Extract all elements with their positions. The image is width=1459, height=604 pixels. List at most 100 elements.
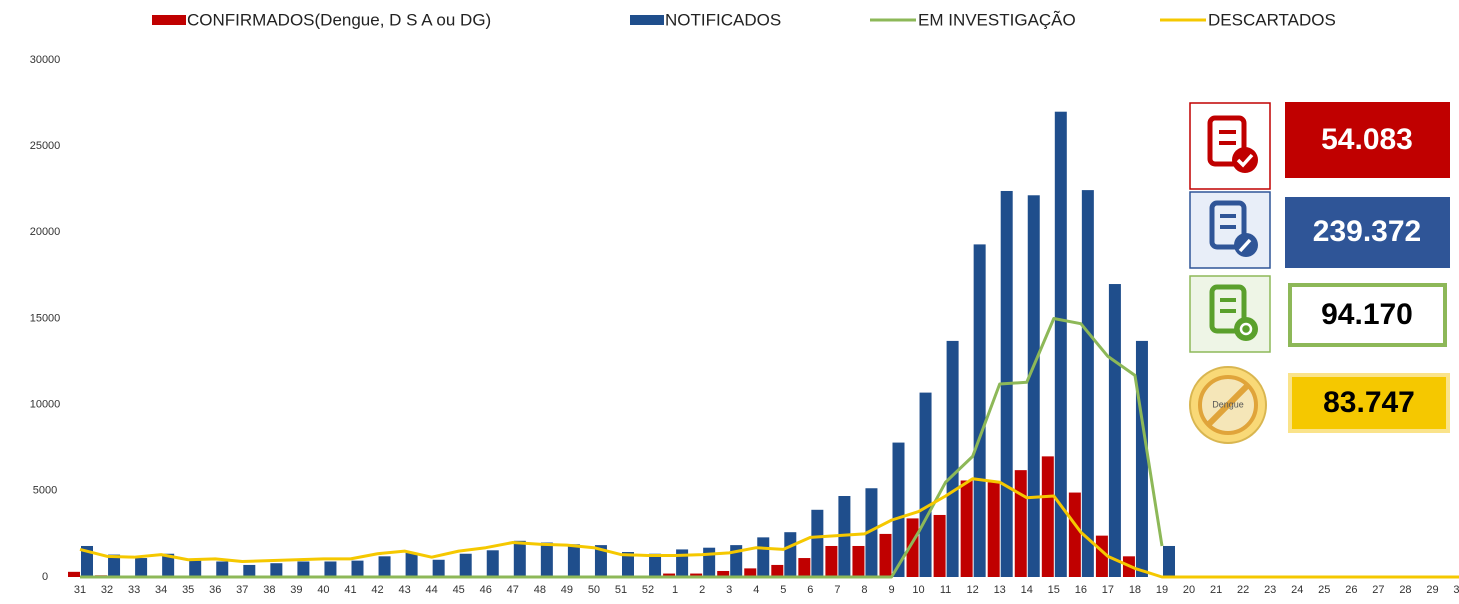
value-box bbox=[1288, 283, 1447, 347]
y-tick-label: 0 bbox=[42, 571, 48, 583]
bar bbox=[270, 563, 283, 577]
bar bbox=[1054, 111, 1067, 577]
legend-label: NOTIFICADOS bbox=[665, 10, 781, 29]
x-tick-label: 9 bbox=[888, 584, 894, 596]
x-tick-label: 52 bbox=[642, 584, 654, 596]
bar bbox=[717, 570, 730, 577]
x-tick-label: 46 bbox=[480, 584, 492, 596]
bar bbox=[594, 545, 607, 577]
x-tick-label: 25 bbox=[1318, 584, 1330, 596]
x-tick-label: 24 bbox=[1291, 584, 1303, 596]
x-tick-label: 49 bbox=[561, 584, 573, 596]
x-tick-label: 36 bbox=[209, 584, 221, 596]
x-tick-label: 8 bbox=[861, 584, 867, 596]
bar bbox=[1027, 195, 1040, 577]
x-tick-label: 22 bbox=[1237, 584, 1249, 596]
bar bbox=[1081, 190, 1094, 577]
bar bbox=[798, 558, 811, 577]
bar bbox=[703, 547, 716, 577]
icon bbox=[1209, 284, 1258, 341]
y-tick-label: 10000 bbox=[30, 399, 61, 411]
x-tick-label: 11 bbox=[940, 584, 951, 596]
bar bbox=[744, 568, 757, 577]
bar bbox=[892, 442, 905, 577]
y-tick-label: 20000 bbox=[30, 226, 61, 238]
value-box bbox=[1285, 102, 1450, 178]
card-value: 239.372 bbox=[1313, 215, 1421, 248]
legend-label: DESCARTADOS bbox=[1208, 10, 1336, 29]
x-tick-label: 14 bbox=[1021, 584, 1033, 596]
y-tick-label: 25000 bbox=[30, 140, 61, 152]
x-tick-label: 41 bbox=[344, 584, 356, 596]
x-tick-label: 42 bbox=[371, 584, 383, 596]
bar bbox=[1014, 470, 1027, 577]
x-tick-label: 48 bbox=[534, 584, 546, 596]
x-tick-label: 30 bbox=[1453, 584, 1459, 596]
x-tick-label: 20 bbox=[1183, 584, 1195, 596]
bar bbox=[189, 560, 202, 577]
x-tick-label: 28 bbox=[1399, 584, 1411, 596]
bar bbox=[540, 542, 553, 577]
bar bbox=[1108, 284, 1121, 577]
legend-label: EM INVESTIGAÇÃO bbox=[918, 10, 1076, 29]
bar bbox=[513, 540, 526, 577]
bar bbox=[324, 561, 337, 577]
card-value: 94.170 bbox=[1321, 298, 1413, 331]
bar bbox=[825, 545, 838, 577]
x-tick-label: 43 bbox=[398, 584, 410, 596]
x-tick-label: 10 bbox=[912, 584, 924, 596]
bar bbox=[852, 545, 865, 577]
x-tick-label: 21 bbox=[1210, 584, 1222, 596]
bar bbox=[405, 552, 418, 577]
bar bbox=[432, 559, 445, 577]
bar bbox=[960, 480, 973, 577]
legend-swatch bbox=[152, 15, 186, 25]
bar bbox=[243, 564, 256, 577]
x-tick-label: 12 bbox=[967, 584, 979, 596]
bar bbox=[162, 553, 175, 577]
x-tick-label: 35 bbox=[182, 584, 194, 596]
x-tick-label: 31 bbox=[74, 584, 86, 596]
x-tick-label: 19 bbox=[1156, 584, 1168, 596]
x-tick-label: 37 bbox=[236, 584, 248, 596]
value-box bbox=[1285, 197, 1450, 268]
cards: 54.083 239.372 94.170 Dengue 83.747 bbox=[1189, 102, 1450, 444]
bar bbox=[865, 488, 878, 577]
x-tick-label: 16 bbox=[1075, 584, 1087, 596]
bar bbox=[771, 564, 784, 577]
bar bbox=[973, 244, 986, 577]
x-tick-label: 44 bbox=[426, 584, 438, 596]
x-tick-label: 29 bbox=[1426, 584, 1438, 596]
bar bbox=[811, 509, 824, 577]
x-tick-label: 3 bbox=[726, 584, 732, 596]
icon bbox=[1189, 366, 1267, 444]
bar bbox=[297, 561, 310, 577]
x-tick-label: 23 bbox=[1264, 584, 1276, 596]
bar bbox=[216, 561, 229, 577]
x-tick-label: 7 bbox=[834, 584, 840, 596]
bar bbox=[906, 518, 919, 577]
bar bbox=[987, 482, 1000, 577]
bar bbox=[81, 545, 93, 577]
bar bbox=[459, 553, 472, 577]
bar bbox=[649, 553, 662, 577]
bar bbox=[676, 549, 689, 577]
bar bbox=[622, 552, 634, 577]
bar bbox=[1163, 545, 1175, 577]
x-tick-label: 47 bbox=[507, 584, 519, 596]
bar bbox=[378, 556, 391, 577]
bar bbox=[690, 573, 703, 577]
x-tick-label: 38 bbox=[263, 584, 275, 596]
bar bbox=[486, 550, 499, 577]
bar bbox=[933, 514, 946, 577]
card-value: 54.083 bbox=[1321, 123, 1413, 156]
x-tick-label: 5 bbox=[780, 584, 786, 596]
bar bbox=[784, 532, 797, 577]
bar bbox=[1068, 492, 1081, 577]
icon bbox=[1207, 115, 1258, 173]
bar bbox=[946, 340, 959, 577]
x-tick-label: 17 bbox=[1102, 584, 1114, 596]
bar bbox=[879, 533, 892, 577]
x-tick-label: 15 bbox=[1048, 584, 1060, 596]
